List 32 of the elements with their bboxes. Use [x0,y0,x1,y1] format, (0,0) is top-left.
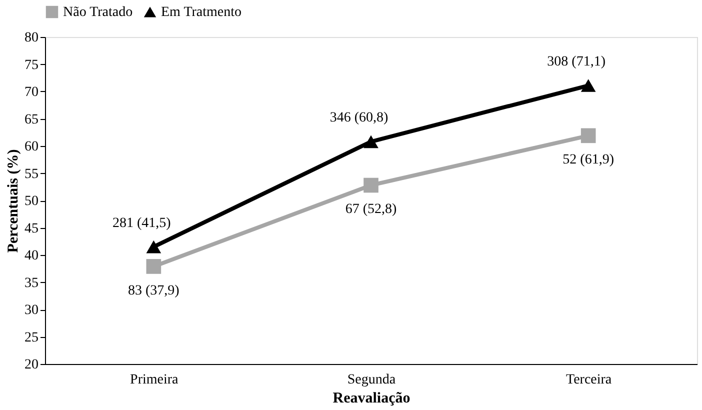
y-tick-label: 55 [24,166,38,182]
y-tick-label: 30 [24,303,38,318]
y-tick-label: 35 [24,276,38,291]
y-tick-label: 45 [24,221,38,236]
x-axis-title: Reavaliação [332,390,410,406]
y-axis-title: Percentuais (%) [6,149,22,253]
data-label: 308 (71,1) [547,54,606,70]
data-label: 281 (41,5) [112,216,172,231]
data-label: 67 (52,8) [345,202,397,218]
y-tick-label: 50 [24,194,38,209]
x-tick-label: Terceira [566,372,612,388]
y-tick-label: 70 [24,85,38,100]
y-tick-label: 75 [24,58,38,73]
legend-label: Em Tratmento [161,5,242,20]
point [146,240,162,254]
point [364,178,378,193]
y-tick-label: 65 [24,112,38,128]
point [146,259,162,274]
y-tick-label: 25 [24,330,38,346]
point [364,135,378,148]
point [580,128,596,144]
x-tick-label: Primeira [130,372,180,388]
y-tick-label: 20 [24,358,38,372]
data-label: 52 (61,9) [562,152,614,168]
y-tick-label: 40 [24,248,38,264]
point [580,79,596,92]
y-tick-label: 60 [24,140,38,154]
legend-label: Não Tratado [63,5,133,20]
data-label: 83 (37,9) [128,283,180,298]
y-tick-label: 80 [24,30,38,46]
x-tick-label: Segunda [347,372,396,388]
data-label: 346 (60,8) [330,110,388,126]
